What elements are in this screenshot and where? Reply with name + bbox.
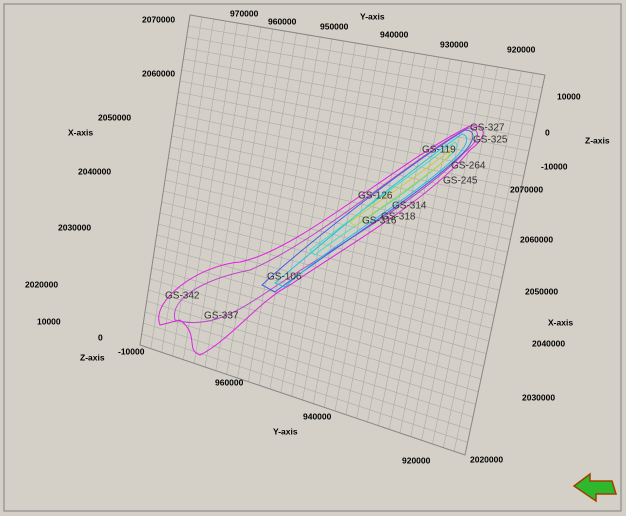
tick-label: 2030000: [522, 392, 555, 402]
tick-label: 940000: [303, 411, 332, 421]
well-label: GS-245: [443, 176, 478, 187]
box-edge: [139, 14, 546, 456]
back-arrow[interactable]: [572, 472, 618, 503]
axis-title: Y-axis: [273, 426, 298, 436]
well-label: GS-318: [381, 212, 416, 223]
well-label: GS-314: [392, 201, 427, 212]
grid-line: [432, 68, 510, 445]
grid-line: [453, 72, 534, 452]
tick-label: 970000: [230, 8, 259, 18]
tick-label: 950000: [320, 21, 349, 31]
tick-label: 2040000: [532, 338, 565, 348]
well-label: GS-342: [165, 291, 200, 302]
well-label: GS-119: [422, 145, 456, 156]
well-label: GS-264: [451, 161, 486, 172]
tick-label: 2070000: [510, 184, 543, 194]
tick-label: 960000: [268, 16, 297, 26]
axis-title: X-axis: [548, 317, 573, 327]
axis-title: Z-axis: [80, 352, 105, 362]
grid-line: [144, 311, 474, 418]
well-label: GS-327: [470, 123, 505, 134]
contours: [158, 125, 484, 356]
well-label: GS-316: [362, 216, 397, 227]
axis-title: Z-axis: [585, 135, 610, 145]
well-label: GS-106: [267, 272, 302, 283]
tick-label: 10000: [37, 316, 61, 326]
tick-label: -10000: [541, 161, 568, 171]
tick-label: 940000: [380, 29, 409, 39]
labels: Y-axis 970000 960000 950000 940000 930000 9200…: [25, 8, 610, 465]
grid-line: [143, 322, 471, 430]
tick-label: 0: [545, 127, 550, 137]
frame: [3, 3, 622, 512]
tick-label: 2050000: [525, 286, 558, 296]
tick-label: 2040000: [78, 166, 111, 176]
grid-line: [146, 300, 476, 405]
tick-label: 2060000: [520, 234, 553, 244]
tick-label: 2050000: [98, 112, 131, 122]
tick-label: 10000: [557, 91, 581, 101]
well-label: GS-126: [358, 191, 393, 202]
tick-label: 0: [98, 332, 103, 342]
tick-label: 2070000: [142, 14, 175, 24]
grid-line: [148, 289, 479, 392]
axis-title: X-axis: [68, 127, 93, 137]
well-label: GS-337: [204, 311, 239, 322]
tick-label: 2030000: [58, 222, 91, 232]
tick-label: 930000: [440, 39, 469, 49]
tick-label: -10000: [118, 346, 145, 356]
tick-label: 920000: [507, 44, 536, 54]
tick-label: 2020000: [470, 454, 503, 464]
grid-line: [141, 333, 468, 443]
tick-label: 2020000: [25, 279, 58, 289]
grid-line: [443, 70, 522, 448]
well-label: GS-325: [473, 135, 508, 146]
axis-title: Y-axis: [360, 11, 385, 21]
tick-label: 2060000: [142, 68, 175, 78]
tick-label: 960000: [215, 377, 244, 387]
tick-label: 920000: [402, 455, 431, 465]
grid-line: [421, 66, 498, 441]
